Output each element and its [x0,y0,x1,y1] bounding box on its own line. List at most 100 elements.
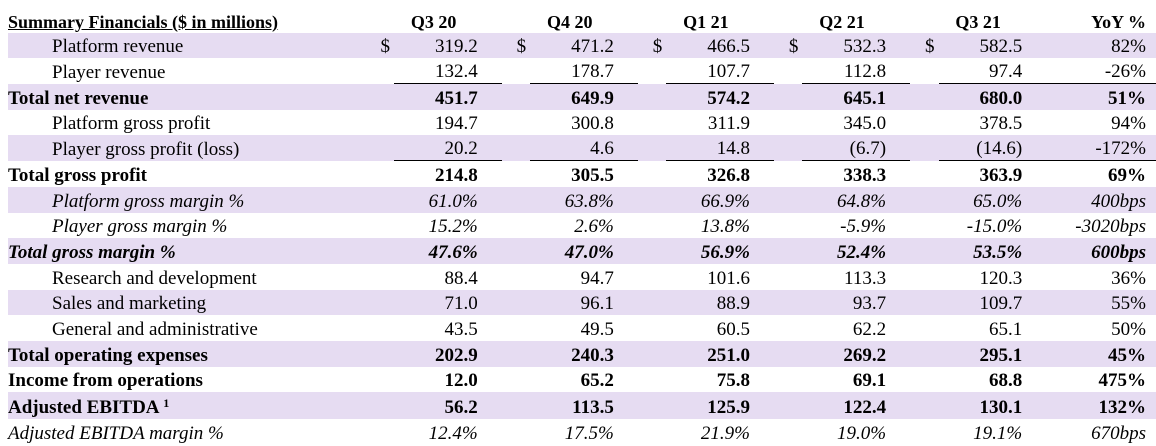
value-text: 64.8% [837,190,887,212]
currency-spacer [365,135,395,162]
currency-spacer [910,264,938,290]
currency-spacer [365,84,395,110]
row-label: Total net revenue [8,84,366,110]
value-cell: 202.9 [394,340,502,367]
value-text: 649.9 [571,87,614,109]
yoy-cell: 50% [1046,315,1156,341]
row-label-text: Platform revenue [52,36,184,58]
value-text: 53.5% [973,241,1023,263]
currency-spacer [365,238,395,264]
value-text: 68.8 [988,370,1023,392]
currency-spacer [910,289,939,316]
currency-spacer [366,315,394,341]
value-text: 338.3 [843,164,887,186]
value-cell: 680.0 [938,84,1047,110]
value-cell: 13.8% [666,213,774,239]
value-text: 130.1 [979,397,1023,419]
currency-spacer [501,289,531,316]
yoy-cell: 36% [1046,264,1156,290]
currency-spacer [637,340,667,367]
value-text: 113.3 [844,267,887,289]
currency-spacer [366,367,394,393]
currency-spacer [774,58,802,84]
value-text: 132.4 [417,61,478,85]
value-text: 4.6 [553,138,614,162]
currency-spacer [502,58,530,84]
currency-spacer [773,135,803,162]
value-text: 21.9% [700,423,750,444]
value-text: 63.8% [564,190,614,212]
value-cell: 94.7 [530,264,638,290]
yoy-text: 94% [1111,113,1146,135]
currency-spacer [366,264,394,290]
period-header-q4-20: Q4 20 [547,11,593,32]
value-cell: 194.7 [394,110,502,136]
row-label-text: Adjusted EBITDA margin % [8,423,224,444]
row-label-text: Research and development [52,267,257,289]
value-text: 305.5 [571,164,614,186]
value-text: 12.4% [428,423,478,444]
currency-spacer [910,135,939,162]
value-text: 202.9 [434,344,478,366]
row-label: Sales and marketing [8,289,366,316]
value-text: 61.0% [428,190,478,212]
value-cell: 14.8 [666,135,774,162]
value-text: 56.2 [444,397,478,419]
table-row: Adjusted EBITDA 1 56.2 113.5 125.9 122.4 130.… [8,392,1156,420]
value-cell: 113.3 [802,264,910,290]
value-cell: 122.4 [802,392,911,420]
currency-spacer [638,161,666,187]
value-text: 14.8 [689,138,750,162]
currency-symbol: $ [910,32,939,59]
currency-spacer [638,367,666,393]
row-label-text: Platform gross profit [52,113,211,135]
currency-spacer [774,367,802,393]
value-cell: 65.0% [938,186,1047,213]
yoy-text: 400bps [1091,190,1146,212]
value-cell: 466.5 [666,32,774,59]
row-label-text: General and administrative [52,318,258,340]
currency-spacer [502,264,530,290]
value-text: (14.6) [962,138,1023,162]
value-text: 62.2 [852,318,887,340]
value-text: 378.5 [979,113,1023,135]
yoy-text: 670bps [1091,423,1146,444]
value-cell: 326.8 [666,161,774,187]
value-cell: 56.9% [666,238,774,264]
currency-spacer [502,161,530,187]
value-text: 43.5 [444,318,478,340]
value-cell: 319.2 [394,32,502,59]
value-cell: 2.6% [530,213,638,239]
value-text: 94.7 [580,267,614,289]
currency-spacer [910,419,938,445]
value-text: (6.7) [826,138,887,162]
value-cell: 109.7 [938,289,1047,316]
currency-symbol: $ [501,32,531,59]
value-cell: 62.2 [802,315,910,341]
value-cell: 132.4 [394,58,502,85]
value-text: 75.8 [716,370,750,392]
yoy-cell: 55% [1046,289,1156,316]
value-cell: -5.9% [802,213,910,239]
row-label: Adjusted EBITDA margin % [8,419,366,445]
value-cell: 378.5 [939,110,1047,136]
currency-spacer [502,419,530,445]
currency-spacer [501,238,531,264]
yoy-text: -172% [1086,138,1146,162]
value-cell: 88.4 [394,264,502,290]
currency-spacer [637,135,667,162]
value-cell: 69.1 [802,367,910,393]
value-text: 2.6% [574,216,614,238]
value-text: 69.1 [852,370,887,392]
currency-spacer [773,392,803,420]
value-cell: 43.5 [394,315,502,341]
value-cell: 15.2% [394,213,502,239]
table-row: Adjusted EBITDA margin % 12.4% 17.5% 21.9% 1… [8,419,1156,445]
value-cell: 71.0 [394,289,502,316]
value-text: -5.9% [840,216,887,238]
row-label: Player gross profit (loss) [8,135,366,162]
yoy-cell: 600bps [1046,238,1156,264]
value-text: 680.0 [979,87,1023,109]
currency-spacer [910,110,938,136]
